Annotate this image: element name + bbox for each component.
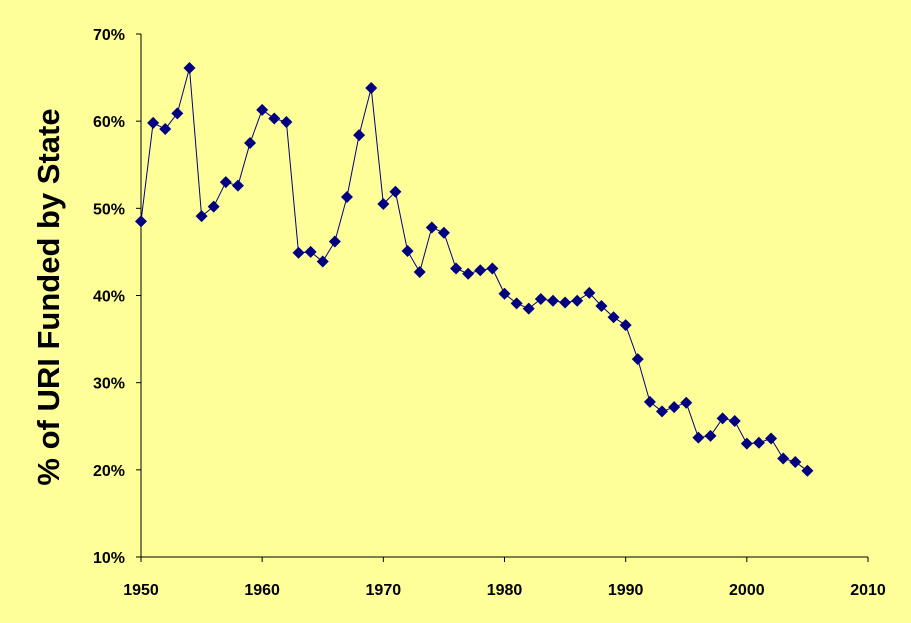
data-point — [437, 226, 450, 239]
x-tick-label: 1990 — [608, 582, 644, 599]
data-point — [219, 176, 232, 189]
data-point — [765, 432, 778, 445]
data-point — [668, 401, 681, 414]
data-point — [510, 297, 523, 310]
data-point — [801, 464, 814, 477]
data-point — [498, 287, 511, 300]
data-point — [546, 294, 559, 307]
x-tick-label: 1970 — [366, 582, 402, 599]
data-point — [450, 262, 463, 275]
data-point — [304, 245, 317, 258]
data-point — [171, 107, 184, 120]
data-point — [135, 215, 147, 228]
data-point — [680, 396, 693, 409]
y-tick-label: 50% — [93, 201, 125, 218]
data-point — [159, 123, 172, 136]
data-point — [268, 112, 281, 125]
x-tick-label: 2000 — [729, 582, 765, 599]
data-point — [583, 286, 596, 299]
data-point — [656, 405, 669, 418]
data-point — [462, 267, 475, 280]
data-point — [777, 452, 790, 465]
x-tick-label: 1950 — [123, 582, 159, 599]
data-point — [425, 221, 438, 234]
x-tick-label: 1960 — [244, 582, 280, 599]
data-point — [595, 299, 608, 312]
data-point — [183, 61, 196, 74]
y-tick-label: 70% — [93, 27, 125, 44]
data-point — [740, 437, 753, 450]
x-tick-label: 1980 — [487, 582, 523, 599]
data-point — [256, 103, 269, 116]
data-point — [207, 200, 220, 213]
y-tick-label: 30% — [93, 376, 125, 393]
y-tick-label: 20% — [93, 463, 125, 480]
x-tick-label: 2010 — [850, 582, 886, 599]
data-point — [752, 436, 765, 449]
y-tick-label: 40% — [93, 289, 125, 306]
data-point — [195, 210, 208, 223]
data-point — [631, 353, 644, 366]
data-point — [474, 264, 487, 277]
data-point — [365, 82, 378, 95]
data-point — [619, 319, 632, 332]
data-point — [292, 246, 305, 259]
data-point — [147, 116, 160, 129]
data-point — [486, 262, 499, 275]
series-line — [140, 67, 808, 472]
data-point — [413, 265, 426, 278]
data-point — [353, 129, 366, 142]
data-point — [522, 302, 535, 315]
data-point — [692, 431, 705, 444]
data-point — [389, 185, 402, 198]
data-point — [789, 455, 802, 468]
data-point — [401, 245, 414, 258]
data-point — [316, 255, 329, 268]
data-point — [571, 294, 584, 307]
y-axis-label: % of URI Funded by State — [31, 108, 66, 485]
y-tick-label: 60% — [93, 114, 125, 131]
data-point — [704, 429, 717, 442]
data-point — [643, 395, 656, 408]
data-point — [607, 311, 620, 324]
data-point — [716, 412, 729, 425]
data-point — [534, 292, 547, 305]
data-point — [340, 191, 353, 204]
data-point — [244, 136, 257, 149]
data-point — [231, 179, 244, 192]
data-point — [280, 116, 293, 129]
y-tick-label: 10% — [93, 550, 125, 567]
series-layer — [135, 61, 814, 477]
data-point — [328, 235, 341, 248]
axes: 10% 20% 30% 40% 50% 60% 70% 1950 1960 1970 1980 199… — [93, 27, 886, 599]
data-point — [728, 415, 741, 428]
data-point — [377, 197, 390, 210]
data-point — [559, 296, 572, 309]
